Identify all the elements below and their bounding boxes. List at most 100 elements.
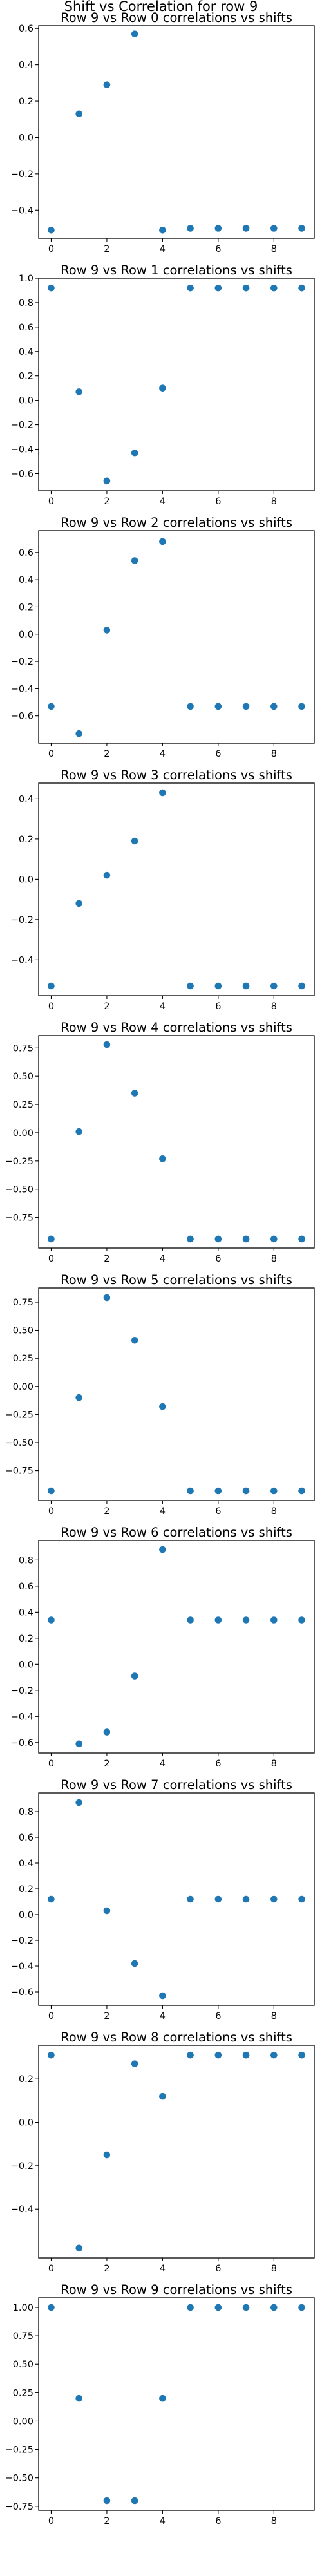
data-point — [242, 982, 250, 990]
axes-frame — [38, 25, 315, 239]
chart-panel-2: Row 9 vs Row 2 correlations vs shifts 0 2 4… — [11, 515, 315, 759]
chart-panel-0: Row 9 vs Row 0 correlations vs shifts 0 2 4… — [11, 10, 315, 254]
data-point — [48, 2051, 55, 2059]
data-point — [214, 225, 222, 232]
data-point — [270, 2304, 278, 2311]
data-point — [103, 1728, 111, 1736]
y-tick-label: −0.25 — [5, 2445, 33, 2456]
y-tick-label: 0.25 — [13, 2388, 33, 2398]
x-tick-label: 8 — [271, 749, 277, 759]
y-tick-label: 0.4 — [19, 1607, 33, 1618]
y-tick-label: 0.4 — [19, 794, 33, 804]
data-point — [75, 1740, 82, 1748]
y-tick-label: −0.2 — [11, 1686, 33, 1696]
y-tick-label: −0.25 — [5, 1157, 33, 1167]
x-tick-label: 0 — [48, 1254, 54, 1264]
data-point — [242, 1487, 250, 1495]
y-tick-label: −0.2 — [11, 421, 33, 431]
x-tick-label: 6 — [215, 1001, 221, 1012]
chart-title: Row 9 vs Row 1 correlations vs shifts — [61, 263, 292, 278]
y-tick-label: −0.75 — [5, 1466, 33, 1477]
y-tick-label: −0.2 — [11, 657, 33, 667]
data-point — [270, 2051, 278, 2059]
data-point — [103, 871, 111, 879]
y-tick-label: 0.25 — [13, 1100, 33, 1110]
y-tick-label: 0.00 — [13, 1382, 33, 1392]
chart-panel-6: Row 9 vs Row 6 correlations vs shifts 0 2 4… — [11, 1525, 315, 1769]
data-point — [242, 1616, 250, 1624]
y-tick-label: 1.0 — [19, 274, 33, 284]
x-tick-label: 4 — [160, 749, 166, 759]
chart-panel-5: Row 9 vs Row 5 correlations vs shifts 0 2 4… — [5, 1273, 315, 1517]
data-point — [131, 2497, 138, 2505]
x-tick-label: 6 — [215, 497, 221, 507]
x-tick-label: 6 — [215, 244, 221, 254]
data-point — [298, 225, 305, 232]
x-tick-label: 6 — [215, 2516, 221, 2526]
axes-frame — [38, 1035, 315, 1249]
data-point — [103, 477, 111, 485]
data-point — [270, 225, 278, 232]
data-point — [159, 2394, 166, 2402]
panels: Row 9 vs Row 0 correlations vs shifts 0 2 4… — [5, 10, 315, 2526]
x-tick-label: 8 — [271, 1759, 277, 1769]
x-tick-label: 8 — [271, 2516, 277, 2526]
data-point — [270, 982, 278, 990]
x-tick-label: 0 — [48, 2516, 54, 2526]
chart-panel-3: Row 9 vs Row 3 correlations vs shifts 0 2 4… — [11, 768, 315, 1012]
y-tick-label: 0.75 — [13, 1298, 33, 1308]
chart-panel-1: Row 9 vs Row 1 correlations vs shifts 0 2 4… — [11, 263, 315, 507]
y-tick-label: 0.0 — [19, 1910, 33, 1920]
y-tick-label: 0.00 — [13, 1128, 33, 1139]
y-tick-label: 1.00 — [13, 2303, 33, 2313]
data-point — [48, 982, 55, 990]
y-tick-label: 0.8 — [19, 298, 33, 308]
data-point — [48, 1487, 55, 1495]
data-point — [270, 703, 278, 710]
data-point — [298, 703, 305, 710]
data-point — [48, 1895, 55, 1903]
data-point — [103, 627, 111, 634]
x-tick-label: 0 — [48, 2264, 54, 2274]
data-point — [159, 227, 166, 234]
x-tick-label: 2 — [104, 2516, 109, 2526]
data-point — [242, 1235, 250, 1243]
x-tick-label: 8 — [271, 244, 277, 254]
y-tick-label: 0.00 — [13, 2416, 33, 2427]
chart-title: Row 9 vs Row 7 correlations vs shifts — [61, 1777, 292, 1792]
axes-frame — [38, 1792, 315, 2006]
y-tick-label: −0.4 — [11, 1712, 33, 1722]
data-point — [48, 703, 55, 710]
data-point — [214, 982, 222, 990]
y-tick-label: −0.4 — [11, 445, 33, 455]
y-tick-label: 0.6 — [19, 1582, 33, 1592]
data-point — [298, 1895, 305, 1903]
x-tick-label: 0 — [48, 1001, 54, 1012]
y-tick-label: 0.6 — [19, 548, 33, 558]
y-tick-label: 0.2 — [19, 602, 33, 612]
x-tick-label: 6 — [215, 1506, 221, 1517]
data-point — [298, 1616, 305, 1624]
x-tick-label: 6 — [215, 1254, 221, 1264]
x-tick-label: 2 — [104, 1759, 109, 1769]
data-point — [131, 1090, 138, 1097]
data-point — [131, 30, 138, 37]
data-point — [75, 388, 82, 395]
data-point — [214, 1895, 222, 1903]
data-point — [187, 1895, 194, 1903]
axes-frame — [38, 782, 315, 996]
y-tick-label: 0.2 — [19, 2074, 33, 2085]
y-tick-label: −0.6 — [11, 1738, 33, 1748]
data-point — [298, 1487, 305, 1495]
y-tick-label: 0.2 — [19, 97, 33, 107]
y-tick-label: 0.50 — [13, 1072, 33, 1082]
y-tick-label: 0.6 — [19, 323, 33, 333]
x-tick-label: 8 — [271, 1506, 277, 1517]
x-tick-label: 2 — [104, 1001, 109, 1012]
x-tick-label: 6 — [215, 2264, 221, 2274]
x-tick-label: 8 — [271, 1254, 277, 1264]
data-point — [214, 2304, 222, 2311]
x-tick-label: 0 — [48, 244, 54, 254]
x-tick-label: 4 — [160, 1506, 166, 1517]
